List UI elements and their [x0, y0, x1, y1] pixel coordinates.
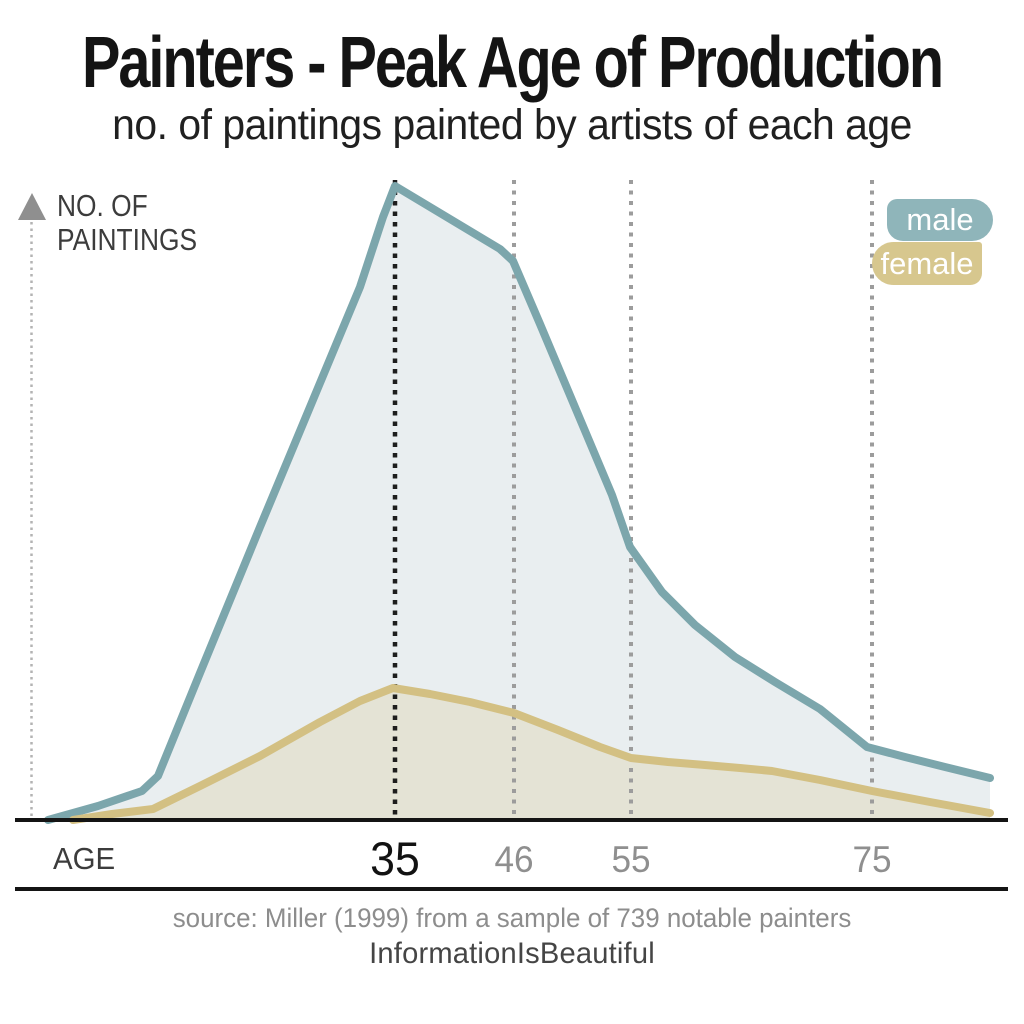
female-area: [73, 688, 990, 820]
x-tick-46: 46: [494, 839, 534, 880]
female-line: [69, 684, 994, 824]
x-tick-55: 55: [611, 839, 651, 880]
legend-male-pill: male: [887, 199, 993, 241]
page-title: Painters - Peak Age of Production: [81, 23, 944, 103]
y-axis-label-line1: NO. OF: [57, 188, 148, 223]
x-tick-35: 35: [370, 832, 420, 885]
legend-female-label: female: [880, 245, 974, 281]
legend-male-label: male: [906, 202, 974, 237]
page-subtitle: no. of paintings painted by artists of e…: [112, 101, 912, 149]
male-line: [44, 182, 994, 824]
legend-female-pill: female: [872, 242, 982, 285]
y-axis-label: NO. OF PAINTINGS: [57, 189, 197, 257]
y-axis-up-arrow-icon: [18, 193, 46, 220]
male-area: [48, 186, 990, 820]
source-text: source: Miller (1999) from a sample of 7…: [172, 903, 852, 933]
credit-text: InformationIsBeautiful: [369, 937, 655, 970]
x-tick-75: 75: [852, 839, 892, 880]
y-axis-label-line2: PAINTINGS: [57, 222, 198, 257]
x-axis-label: AGE: [53, 841, 116, 876]
